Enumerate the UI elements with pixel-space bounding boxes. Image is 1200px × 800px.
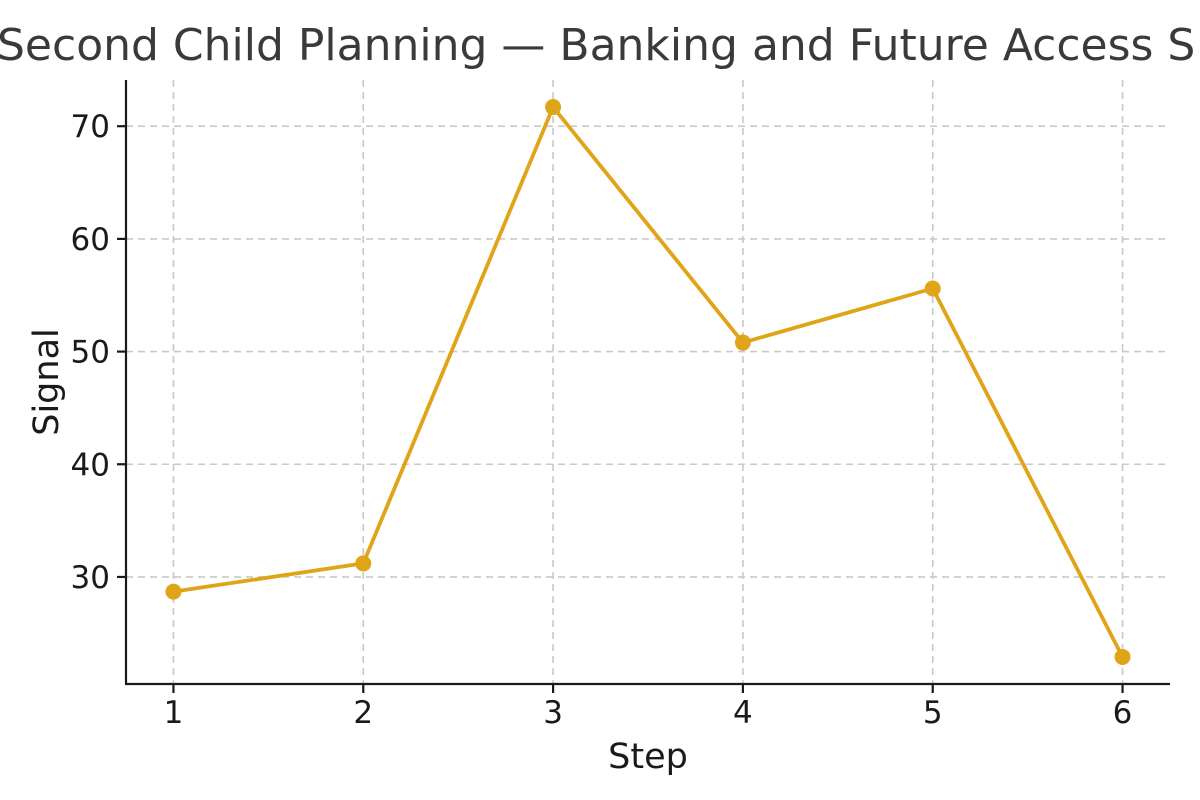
y-axis-label: Signal (27, 328, 67, 436)
x-tick-label: 4 (733, 695, 753, 731)
x-tick-label: 1 (164, 695, 184, 731)
y-tick-label: 70 (71, 109, 110, 145)
data-point-2 (355, 555, 372, 572)
series-line (171, 105, 1125, 659)
y-tick-label: 60 (71, 222, 110, 258)
x-tick-label: 5 (923, 695, 943, 731)
x-tick-label: 6 (1113, 695, 1133, 731)
x-tick-labels: 1 2 3 4 5 6 (164, 695, 1133, 731)
x-axis-label: Step (608, 737, 688, 777)
chart-title: Second Child Planning — Banking and Futu… (0, 20, 1196, 71)
x-tick-label: 2 (353, 695, 373, 731)
gridlines (126, 80, 1170, 684)
data-point-4 (734, 334, 751, 351)
data-point-6 (1114, 648, 1131, 665)
y-tick-label: 50 (71, 335, 110, 371)
y-tick-label: 30 (71, 560, 110, 596)
y-tick-label: 40 (71, 447, 110, 483)
axes-spines (117, 80, 1170, 693)
data-point-1 (165, 583, 182, 600)
y-tick-labels: 30 40 50 60 70 (71, 109, 110, 596)
data-point-5 (924, 280, 941, 297)
data-point-3 (545, 99, 562, 116)
x-tick-label: 3 (543, 695, 563, 731)
